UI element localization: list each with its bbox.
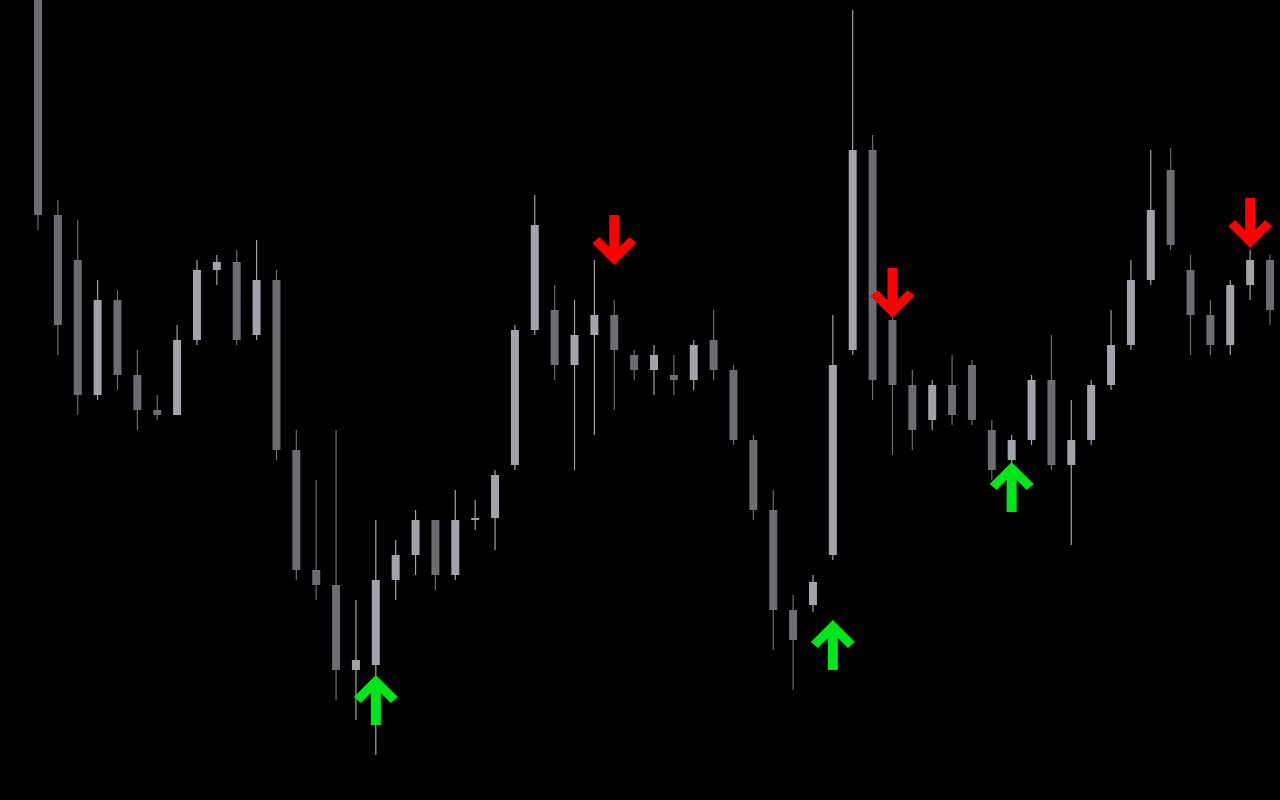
candle-body: [908, 385, 917, 430]
candle-body: [1206, 315, 1215, 345]
candle-body: [630, 355, 639, 370]
candle-body: [650, 355, 658, 370]
candle-body: [1266, 260, 1274, 310]
candle-body: [928, 385, 937, 420]
candle-body: [888, 320, 897, 385]
candle-body: [1146, 210, 1155, 280]
candle-body: [272, 280, 281, 450]
candle-body: [332, 585, 341, 670]
candle-body: [510, 330, 519, 465]
candle-body: [192, 270, 201, 340]
candle-body: [868, 150, 877, 380]
candle-body: [530, 225, 539, 330]
candle-body: [729, 370, 738, 440]
candle-body: [590, 315, 599, 335]
candle-body: [789, 610, 798, 640]
candle-body: [1226, 285, 1235, 345]
candle-body: [73, 260, 82, 395]
candle-body: [709, 340, 718, 370]
candle-body: [689, 345, 698, 380]
sell-arrow: [870, 268, 915, 318]
candle-body: [411, 520, 420, 555]
candle-body: [93, 300, 102, 395]
candle-body: [351, 660, 360, 670]
candle-body: [133, 375, 142, 410]
candle-body: [948, 385, 957, 415]
candle-body: [34, 0, 42, 215]
candle-body: [232, 262, 241, 340]
candle-body: [1087, 385, 1096, 440]
candle-body: [828, 365, 837, 555]
candle-body: [312, 570, 321, 585]
sell-arrow: [592, 215, 637, 265]
candle-body: [391, 555, 400, 580]
candle-body: [967, 365, 976, 420]
candle-body: [808, 582, 817, 605]
candle-body: [471, 518, 480, 520]
candle-body: [570, 335, 579, 365]
candle-body: [153, 410, 162, 415]
sell-arrow: [1228, 198, 1273, 248]
candle-body: [173, 340, 182, 415]
candle-body: [1246, 260, 1255, 285]
candle-body: [769, 510, 778, 610]
candle-body: [1027, 380, 1036, 440]
candle-body: [610, 315, 619, 350]
buy-arrow: [353, 675, 398, 725]
candle-body: [987, 430, 996, 470]
candle-body: [371, 580, 380, 665]
candle-body: [848, 150, 857, 350]
buy-arrow: [989, 462, 1034, 512]
candle-body: [1047, 380, 1056, 465]
candle-body: [749, 440, 758, 510]
buy-arrow: [810, 620, 855, 670]
candle-body: [252, 280, 261, 335]
candle-body: [1067, 440, 1076, 465]
candle-body: [550, 310, 559, 365]
candle-body: [212, 262, 221, 270]
candle-body: [1186, 270, 1195, 315]
candle-body: [669, 375, 678, 380]
candle-body: [113, 300, 122, 375]
candle-body: [292, 450, 301, 570]
candle-body: [1126, 280, 1135, 345]
candle-body: [451, 520, 460, 575]
candle-body: [1166, 170, 1175, 245]
candle-body: [53, 215, 62, 325]
candle-body: [1007, 440, 1016, 460]
candle-body: [431, 520, 440, 575]
candle-body: [491, 475, 500, 518]
candle-body: [1107, 345, 1116, 385]
